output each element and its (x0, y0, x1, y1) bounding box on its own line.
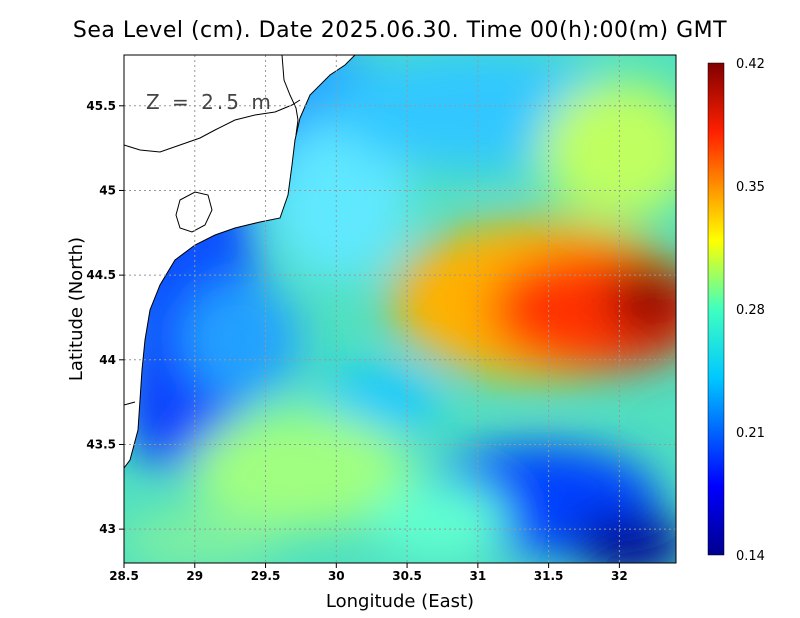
border-line (281, 54, 299, 136)
depth-label: Z = 2.5 m (146, 90, 274, 114)
sea-level-field (124, 55, 676, 563)
x-tick-label: 30 (328, 569, 345, 583)
land-mass (124, 55, 355, 468)
map-title: Sea Level (cm). Date 2025.06.30. Time 00… (72, 18, 728, 43)
x-tick-label: 28.5 (109, 569, 139, 583)
colorbar (707, 62, 725, 556)
y-tick-label: 44.5 (86, 268, 116, 282)
colorbar-tick-label: 0.21 (736, 426, 765, 441)
colorbar-tick-label: 0.28 (736, 303, 765, 318)
x-tick-label: 31 (469, 569, 486, 583)
colorbar-ticks: 0.14 0.21 0.28 0.35 0.42 (736, 57, 765, 564)
grid (124, 55, 676, 563)
plot-frame (123, 54, 677, 564)
colorbar-tick-label: 0.35 (736, 180, 765, 195)
lagoon-outline (175, 191, 213, 233)
border-line (123, 401, 136, 406)
y-tick-label: 44 (99, 353, 116, 367)
y-tick-label: 43.5 (86, 437, 116, 451)
colorbar-tick-label: 0.42 (736, 57, 765, 72)
x-tick-label: 31.5 (534, 569, 564, 583)
y-tick-label: 45.5 (86, 99, 116, 113)
y-tick-label: 45 (99, 183, 116, 197)
y-tick-label: 43 (99, 522, 116, 536)
y-axis-ticks: 43 43.5 44 44.5 45 45.5 (86, 99, 124, 536)
y-axis-label: Latitude (North) (66, 237, 87, 381)
x-axis-label: Longitude (East) (326, 591, 474, 612)
coastline (123, 54, 356, 469)
x-tick-label: 30.5 (392, 569, 422, 583)
colorbar-tick-label: 0.14 (736, 549, 765, 564)
x-axis-ticks: 28.5 29 29.5 30 30.5 31 31.5 32 (109, 563, 628, 583)
x-tick-label: 29 (186, 569, 203, 583)
x-tick-label: 32 (611, 569, 628, 583)
border-line (123, 99, 301, 153)
x-tick-label: 29.5 (251, 569, 281, 583)
